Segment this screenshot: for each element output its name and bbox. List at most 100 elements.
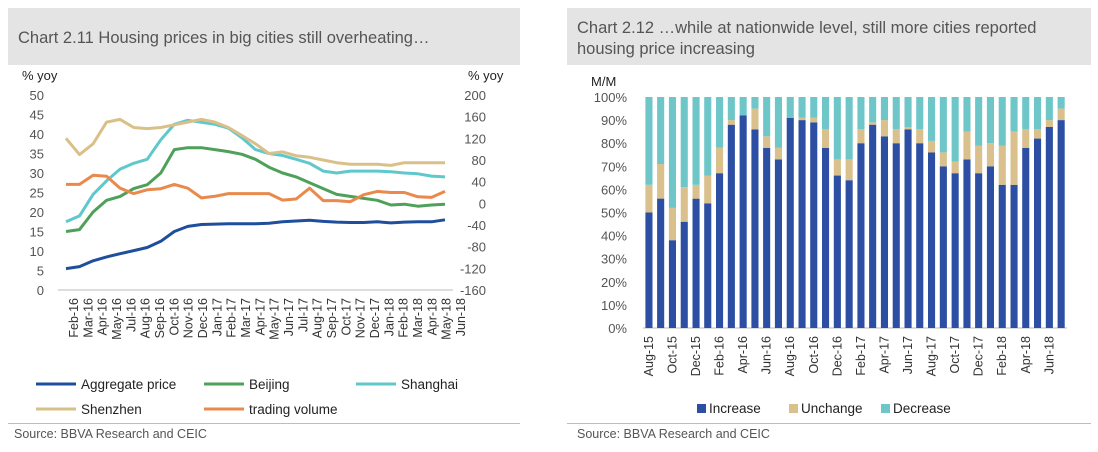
bar-segment-unchange <box>751 108 759 130</box>
legend-swatch-unchange <box>789 404 798 413</box>
bar-segment-decrease <box>975 97 983 146</box>
bar-segment-increase <box>998 184 1006 328</box>
y-axis-unit: M/M <box>591 74 616 89</box>
bar-segment-decrease <box>786 97 794 118</box>
bar-segment-unchange <box>1010 131 1018 185</box>
bar-segment-increase <box>680 221 688 328</box>
chart-panel-city-share: Chart 2.12 …while at nationwide level, s… <box>567 0 1091 452</box>
bar-segment-unchange <box>986 143 994 167</box>
bar-segment-increase <box>657 198 665 328</box>
bar-segment-decrease <box>1022 97 1030 130</box>
x-tick-label: May-17 <box>268 298 282 340</box>
bar-segment-unchange <box>904 127 912 130</box>
bar-segment-increase <box>1057 120 1065 328</box>
x-tick-label: Feb-18 <box>397 298 411 338</box>
chart-panel-housing-prices: Chart 2.11 Housing prices in big cities … <box>8 0 520 452</box>
bar-segment-decrease <box>869 97 877 123</box>
bar-segment-decrease <box>939 97 947 153</box>
bar-segment-decrease <box>645 97 653 185</box>
bar-segment-unchange <box>951 161 959 174</box>
y-tick-label-left: 30 <box>30 166 44 181</box>
y-tick-label-right: -160 <box>460 283 486 298</box>
legend-label-shanghai: Shanghai <box>401 377 458 392</box>
bar-segment-decrease <box>798 97 806 118</box>
source-note: Source: BBVA Research and CEIC <box>14 427 207 441</box>
legend-swatch-decrease <box>881 404 890 413</box>
bar-segment-decrease <box>833 97 841 160</box>
bar-segment-increase <box>763 147 771 328</box>
x-tick-label: Apr-16 <box>736 336 750 374</box>
bar-segment-increase <box>1022 147 1030 328</box>
x-tick-label: Dec-17 <box>972 336 986 376</box>
divider <box>567 423 1091 424</box>
y-tick-label-right: 120 <box>464 131 486 146</box>
bar-segment-increase <box>880 136 888 328</box>
bar-segment-decrease <box>845 97 853 160</box>
x-tick-label: Mar-16 <box>81 298 95 338</box>
bar-segment-unchange <box>1022 129 1030 148</box>
legend-label-decrease: Decrease <box>893 401 951 416</box>
bar-segment-increase <box>1010 184 1018 328</box>
bar-segment-unchange <box>668 207 676 241</box>
bar-segment-decrease <box>892 97 900 130</box>
x-tick-label: Feb-16 <box>67 298 81 338</box>
divider <box>8 423 520 424</box>
x-tick-label: Feb-16 <box>713 336 727 376</box>
bar-segment-decrease <box>774 97 782 148</box>
bar-segment-unchange <box>833 159 841 176</box>
bar-segment-increase <box>668 240 676 328</box>
bar-segment-unchange <box>657 164 665 199</box>
bar-segment-decrease <box>680 97 688 188</box>
legend-label-aggregate-price: Aggregate price <box>81 377 176 392</box>
bar-segment-increase <box>916 143 924 328</box>
bar-segment-unchange <box>645 184 653 213</box>
series-line-aggregate-price <box>65 218 446 271</box>
bar-segment-decrease <box>692 97 700 185</box>
x-tick-label: Jun-16 <box>760 336 774 374</box>
bar-segment-increase <box>951 173 959 328</box>
y-tick-label: 0% <box>608 321 627 336</box>
series-line-trading-volume <box>66 173 446 204</box>
bar-segment-decrease <box>810 97 818 118</box>
x-tick-label: May-18 <box>440 298 454 340</box>
y-tick-label: 30% <box>601 252 627 267</box>
bar-segment-unchange <box>975 145 983 174</box>
bar-segment-decrease <box>822 97 830 130</box>
bar-segment-unchange <box>704 175 712 204</box>
bar-segment-unchange <box>810 117 818 123</box>
bar-segment-unchange <box>928 140 936 153</box>
bar-segment-unchange <box>774 147 782 160</box>
bar-segment-unchange <box>916 129 924 144</box>
series-line-shanghai <box>65 118 446 224</box>
bar-segment-increase <box>727 124 735 328</box>
legend-label-trading-volume: trading volume <box>249 402 338 417</box>
left-axis-unit: % yoy <box>22 68 58 83</box>
bar-segment-decrease <box>1057 97 1065 109</box>
y-tick-label: 50% <box>601 206 627 221</box>
y-tick-label-left: 25 <box>30 186 44 201</box>
bar-segment-increase <box>939 166 947 328</box>
x-tick-label: Jan-17 <box>210 298 224 336</box>
x-tick-label: Mar-18 <box>411 298 425 338</box>
legend-label-shenzhen: Shenzhen <box>81 402 142 417</box>
x-tick-label: May-16 <box>110 298 124 340</box>
bar-segment-increase <box>1034 138 1042 328</box>
bar-segment-unchange <box>692 184 700 199</box>
y-tick-label-right: 80 <box>472 153 486 168</box>
y-tick-label-left: 40 <box>30 127 44 142</box>
x-tick-label: Jan-18 <box>382 298 396 336</box>
bar-segment-increase <box>1045 127 1053 328</box>
x-tick-label: Apr-16 <box>96 298 110 336</box>
x-tick-label: Apr-18 <box>425 298 439 336</box>
legend-label-increase: Increase <box>709 401 761 416</box>
x-tick-label: Oct-17 <box>339 298 353 336</box>
bar-segment-decrease <box>916 97 924 130</box>
bar-segment-decrease <box>716 97 724 148</box>
bar-segment-unchange <box>845 159 853 181</box>
bar-segment-increase <box>869 124 877 328</box>
x-tick-label: Sep-16 <box>153 298 167 338</box>
x-tick-label: Dec-15 <box>689 336 703 376</box>
bar-segment-increase <box>928 152 936 328</box>
x-tick-label: Dec-16 <box>830 336 844 376</box>
y-tick-label-left: 10 <box>30 244 44 259</box>
